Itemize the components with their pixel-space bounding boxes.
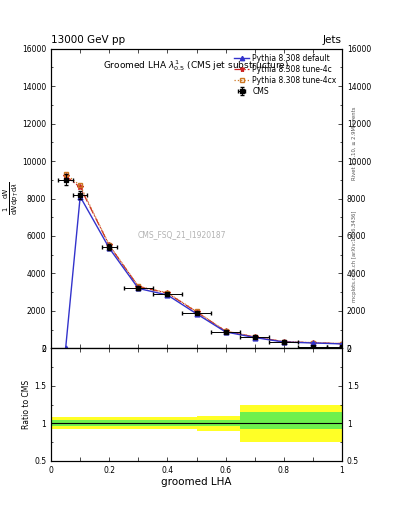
Text: Jets: Jets — [323, 35, 342, 45]
Pythia 8.308 tune-4cx — [340, 340, 344, 347]
Pythia 8.308 tune-4c — [281, 338, 286, 345]
Text: 13000 GeV pp: 13000 GeV pp — [51, 35, 125, 45]
Pythia 8.308 tune-4c — [310, 339, 315, 346]
Y-axis label: $\frac{1}{\mathrm{d}N}\frac{\mathrm{d}N}{\mathrm{d}p_T\,\mathrm{d}\lambda}$: $\frac{1}{\mathrm{d}N}\frac{\mathrm{d}N}… — [1, 182, 20, 216]
Pythia 8.308 tune-4cx — [63, 171, 68, 177]
Pythia 8.308 tune-4c — [223, 328, 228, 334]
Pythia 8.308 tune-4cx — [78, 182, 83, 188]
Pythia 8.308 tune-4cx — [252, 334, 257, 340]
Pythia 8.308 tune-4c — [165, 290, 170, 296]
Pythia 8.308 tune-4c — [340, 340, 344, 347]
Pythia 8.308 default — [340, 341, 344, 347]
Pythia 8.308 default — [78, 194, 83, 200]
Pythia 8.308 tune-4cx — [281, 338, 286, 345]
Pythia 8.308 tune-4c — [252, 334, 257, 340]
Pythia 8.308 default — [165, 292, 170, 298]
Line: Pythia 8.308 default: Pythia 8.308 default — [63, 194, 344, 351]
Pythia 8.308 default — [194, 311, 199, 317]
Pythia 8.308 default — [252, 334, 257, 340]
Pythia 8.308 tune-4c — [136, 284, 141, 290]
Pythia 8.308 tune-4c — [194, 309, 199, 315]
Legend: Pythia 8.308 default, Pythia 8.308 tune-4c, Pythia 8.308 tune-4cx, CMS: Pythia 8.308 default, Pythia 8.308 tune-… — [232, 52, 338, 97]
Pythia 8.308 tune-4c — [107, 242, 112, 248]
Pythia 8.308 tune-4c — [78, 184, 83, 190]
Pythia 8.308 default — [310, 340, 315, 346]
Pythia 8.308 default — [136, 285, 141, 291]
Pythia 8.308 tune-4cx — [107, 242, 112, 248]
Pythia 8.308 default — [63, 345, 68, 351]
Pythia 8.308 default — [223, 329, 228, 335]
Pythia 8.308 tune-4cx — [194, 308, 199, 314]
Pythia 8.308 default — [281, 339, 286, 345]
Text: Groomed LHA $\lambda^{1}_{0.5}$ (CMS jet substructure): Groomed LHA $\lambda^{1}_{0.5}$ (CMS jet… — [103, 58, 290, 73]
Text: CMS_FSQ_21_I1920187: CMS_FSQ_21_I1920187 — [138, 230, 226, 239]
Pythia 8.308 tune-4c — [63, 173, 68, 179]
Pythia 8.308 tune-4cx — [136, 283, 141, 289]
Line: Pythia 8.308 tune-4c: Pythia 8.308 tune-4c — [63, 173, 345, 347]
Pythia 8.308 tune-4cx — [165, 290, 170, 296]
Pythia 8.308 tune-4cx — [310, 339, 315, 346]
Pythia 8.308 default — [107, 245, 112, 251]
Line: Pythia 8.308 tune-4cx: Pythia 8.308 tune-4cx — [63, 172, 344, 346]
Y-axis label: Ratio to CMS: Ratio to CMS — [22, 380, 31, 429]
Text: mcplots.cern.ch [arXiv:1306.3436]: mcplots.cern.ch [arXiv:1306.3436] — [352, 210, 357, 302]
X-axis label: groomed LHA: groomed LHA — [161, 477, 232, 487]
Text: Rivet 3.1.10, ≥ 2.9M events: Rivet 3.1.10, ≥ 2.9M events — [352, 106, 357, 180]
Pythia 8.308 tune-4cx — [223, 328, 228, 334]
